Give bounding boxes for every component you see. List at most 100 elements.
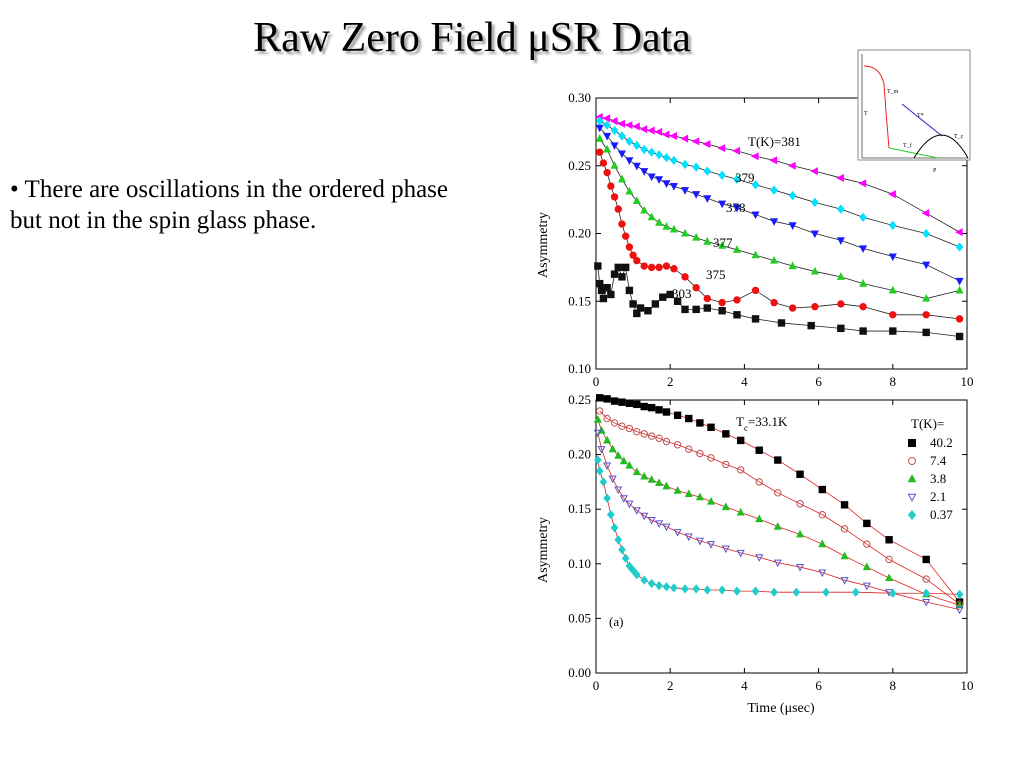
- bottom-legend-marker-7.4: [908, 457, 916, 465]
- top-data-point-378: [770, 218, 779, 226]
- bottom-data-point-2.1: [955, 606, 964, 615]
- bottom-y-tick-label: 0.20: [568, 447, 591, 462]
- bottom-data-point-3.8: [885, 573, 894, 582]
- top-x-tick-label: 0: [593, 374, 600, 389]
- top-data-point-303: [955, 332, 964, 341]
- top-annotation-303: 303: [672, 286, 692, 301]
- bottom-data-point-2.1: [755, 554, 764, 562]
- top-data-point-375: [681, 273, 689, 281]
- bottom-data-point-0.37: [718, 585, 726, 595]
- bottom-chart: 0 2 4 6 8 10 0.00 0.05 0.10 0.15 0.20 0.25 Asymmetr…: [536, 392, 974, 716]
- top-data-point-378: [662, 180, 671, 188]
- bottom-data-point-0.37: [792, 587, 801, 597]
- top-data-point-375: [788, 304, 797, 312]
- bottom-data-point-40.2: [618, 398, 626, 406]
- top-data-point-375: [633, 256, 641, 265]
- bottom-y-tick-label: 0.15: [568, 501, 591, 516]
- phase-diagram-inset: T P T_m T* T_f T_c: [857, 49, 971, 174]
- top-data-point-381: [639, 125, 648, 134]
- top-data-point-375: [751, 286, 760, 295]
- top-data-point-377: [655, 218, 664, 226]
- top-data-point-303: [922, 328, 930, 337]
- bottom-data-point-7.4: [662, 437, 671, 446]
- top-data-point-379: [692, 162, 701, 172]
- top-data-point-303: [777, 319, 786, 327]
- top-data-point-375: [670, 265, 678, 273]
- bottom-legend-label: 2.1: [930, 489, 946, 504]
- bottom-data-point-7.4: [796, 500, 804, 508]
- top-data-point-377: [603, 144, 612, 153]
- bottom-data-point-7.4: [774, 489, 782, 497]
- top-data-point-377: [640, 205, 649, 214]
- top-data-point-378: [732, 204, 742, 213]
- bottom-title-subscript: c: [744, 423, 748, 433]
- top-data-point-381: [669, 131, 677, 140]
- top-x-tick-label: 6: [815, 374, 822, 389]
- top-data-point-377: [625, 186, 634, 195]
- bottom-data-point-3.8: [755, 514, 764, 523]
- top-data-point-379: [662, 152, 671, 163]
- top-data-point-303: [889, 327, 897, 335]
- top-data-point-303: [807, 321, 815, 330]
- top-data-point-379: [733, 174, 741, 184]
- bottom-data-point-2.1: [593, 429, 602, 438]
- top-data-point-377: [617, 174, 626, 183]
- bottom-data-point-2.1: [706, 541, 716, 549]
- top-data-point-303: [596, 279, 604, 288]
- bottom-legend-label: 7.4: [930, 453, 947, 468]
- bottom-data-point-3.8: [796, 529, 805, 538]
- bottom-data-point-7.4: [685, 445, 693, 453]
- bottom-data-point-7.4: [625, 424, 634, 433]
- top-data-point-378: [718, 200, 727, 209]
- top-data-point-303: [610, 270, 619, 278]
- bottom-data-point-2.1: [640, 512, 649, 521]
- bottom-data-point-40.2: [922, 555, 930, 564]
- top-data-point-381: [702, 140, 711, 149]
- top-x-tick-label: 10: [961, 374, 974, 389]
- top-data-point-381: [661, 130, 670, 139]
- bottom-data-point-40.2: [840, 501, 849, 509]
- bottom-data-point-0.37: [733, 586, 741, 596]
- bottom-x-axis-label: Time (μsec): [747, 701, 815, 716]
- top-data-point-303: [629, 300, 637, 308]
- top-chart: 0 2 4 6 8 10 0.10 0.15 0.20 0.25 0.30 Asymmetry T(…: [536, 90, 974, 389]
- bottom-data-point-7.4: [863, 540, 871, 548]
- top-data-point-375: [837, 300, 845, 308]
- top-data-point-381: [921, 209, 930, 218]
- bottom-data-point-3.8: [862, 562, 871, 571]
- bottom-data-point-2.1: [736, 549, 745, 558]
- bottom-data-point-0.37: [603, 493, 611, 503]
- top-data-point-377: [610, 161, 619, 169]
- bottom-data-point-2.1: [647, 517, 656, 525]
- top-data-point-378: [859, 245, 868, 253]
- top-data-point-379: [788, 190, 797, 201]
- top-data-point-381: [888, 190, 896, 199]
- top-data-point-375: [640, 262, 648, 270]
- top-data-point-381: [750, 152, 759, 161]
- top-data-point-381: [732, 146, 741, 155]
- bottom-data-point-3.8: [655, 478, 664, 487]
- bottom-data-point-40.2: [863, 519, 871, 528]
- bottom-data-point-2.1: [655, 520, 664, 528]
- top-data-point-375: [647, 263, 656, 272]
- top-data-point-375: [692, 284, 700, 292]
- top-data-point-379: [647, 147, 656, 157]
- top-annotation-375: 375: [706, 267, 726, 282]
- top-data-point-375: [955, 315, 964, 323]
- top-data-point-375: [614, 205, 622, 213]
- top-x-tick-label: 2: [667, 374, 674, 389]
- bottom-data-point-7.4: [673, 441, 682, 449]
- top-annotation-378: 378: [726, 200, 746, 215]
- top-data-point-379: [751, 180, 760, 190]
- bottom-data-point-7.4: [640, 430, 648, 438]
- bottom-legend-label: 40.2: [930, 435, 953, 450]
- bottom-data-point-40.2: [818, 485, 827, 494]
- inset-y-label: T: [864, 111, 868, 117]
- bottom-legend-label: 3.8: [930, 471, 946, 486]
- inset-label-tc: T_c: [954, 134, 964, 140]
- bottom-data-point-7.4: [922, 575, 930, 583]
- bottom-data-point-3.8: [673, 486, 682, 494]
- bottom-data-point-40.2: [640, 402, 648, 411]
- bottom-data-point-40.2: [625, 399, 634, 407]
- inset-frame: [857, 49, 971, 161]
